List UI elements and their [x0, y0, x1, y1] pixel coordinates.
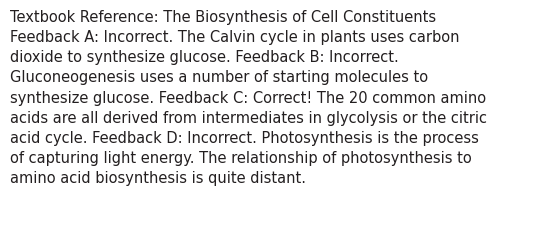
Text: Textbook Reference: The Biosynthesis of Cell Constituents
Feedback A: Incorrect.: Textbook Reference: The Biosynthesis of …: [10, 10, 487, 185]
